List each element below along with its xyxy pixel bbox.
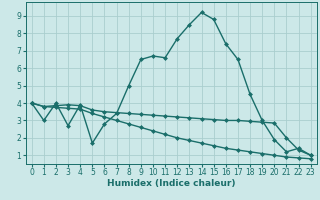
X-axis label: Humidex (Indice chaleur): Humidex (Indice chaleur) — [107, 179, 236, 188]
